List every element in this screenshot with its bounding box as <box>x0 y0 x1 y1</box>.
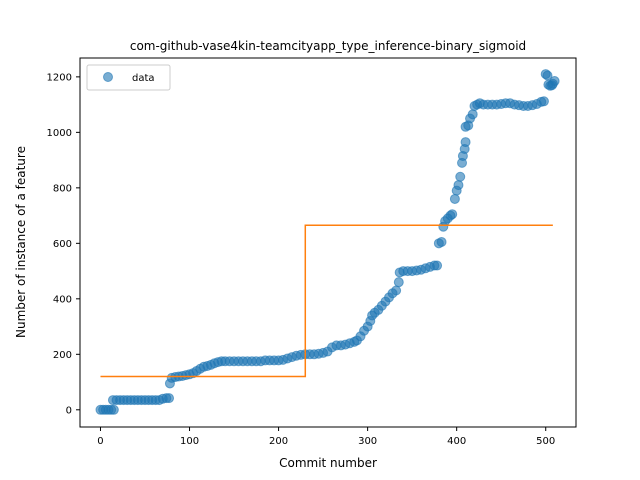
x-axis-label: Commit number <box>279 456 377 470</box>
axes-frame <box>79 57 577 428</box>
data-point <box>549 76 560 87</box>
data-point <box>164 393 175 404</box>
y-tick-label: 200 <box>53 350 72 361</box>
data-point <box>538 96 549 107</box>
x-tick-label: 200 <box>269 436 288 447</box>
data-point <box>447 209 458 220</box>
y-axis: 0 200 400 600 800 1000 1200 <box>47 72 80 416</box>
data-point <box>436 236 447 247</box>
x-axis: 0 100 200 300 400 500 <box>97 427 555 447</box>
legend-marker-data <box>103 72 113 82</box>
x-tick-label: 400 <box>447 436 466 447</box>
y-tick-label: 800 <box>53 183 72 194</box>
data-point <box>460 137 471 148</box>
x-tick-label: 300 <box>358 436 377 447</box>
y-tick-label: 600 <box>53 239 72 250</box>
y-tick-label: 0 <box>66 405 72 416</box>
plot-area <box>95 69 560 415</box>
x-tick-label: 0 <box>97 436 103 447</box>
data-point <box>108 404 119 415</box>
legend: data <box>86 64 171 91</box>
data-point <box>449 193 460 204</box>
x-tick-label: 100 <box>180 436 199 447</box>
data-point <box>453 180 464 191</box>
fit-line <box>100 224 553 378</box>
data-point <box>467 109 478 120</box>
data-point <box>432 260 443 271</box>
y-axis-label: Number of instance of a feature <box>14 146 28 338</box>
data-point <box>455 171 466 182</box>
y-tick-label: 1000 <box>47 128 72 139</box>
legend-box <box>86 64 171 91</box>
chart-title: com-github-vase4kin-teamcityapp_type_inf… <box>130 39 526 53</box>
legend-label-data: data <box>132 73 155 84</box>
y-tick-label: 1200 <box>47 72 72 83</box>
y-tick-label: 400 <box>53 294 72 305</box>
x-tick-label: 500 <box>536 436 555 447</box>
data-point <box>393 277 404 288</box>
data-point <box>391 285 402 296</box>
